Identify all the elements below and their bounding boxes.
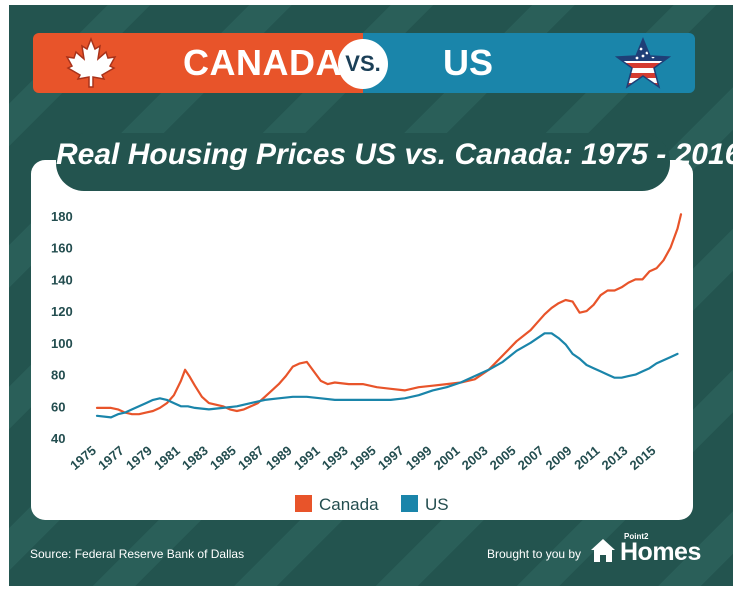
chart-card — [31, 160, 693, 520]
x-tick-label: 1985 — [207, 443, 239, 473]
legend-label-canada: Canada — [319, 495, 379, 514]
point2-homes-logo: Point2 Homes — [588, 530, 708, 570]
x-tick-label: 2003 — [459, 443, 491, 473]
title-tab — [56, 133, 670, 191]
y-tick-label: 140 — [51, 272, 73, 287]
y-tick-label: 120 — [51, 304, 73, 319]
y-tick-label: 100 — [51, 336, 73, 351]
x-tick-label: 1987 — [235, 443, 267, 473]
x-tick-label: 1991 — [291, 443, 323, 473]
chart-legend: Canada US — [295, 495, 449, 514]
comparison-banner: CANADA VS. US — [33, 33, 695, 93]
series-line-canada — [95, 213, 683, 416]
vs-badge: VS. — [338, 39, 388, 89]
legend-swatch-us — [401, 495, 418, 512]
x-tick-label: 2007 — [515, 443, 547, 473]
series-line-us — [95, 332, 679, 419]
x-tick-label: 1999 — [403, 443, 435, 473]
maple-leaf-icon — [65, 37, 117, 88]
x-tick-label: 2001 — [431, 443, 463, 473]
x-tick-label: 2011 — [571, 443, 602, 473]
y-tick-label: 60 — [51, 399, 65, 414]
house-icon — [591, 539, 615, 562]
chart-lines — [95, 213, 683, 419]
x-tick-label: 1983 — [179, 443, 211, 473]
x-tick-label: 1993 — [319, 443, 351, 473]
brought-by-text: Brought to you by — [487, 547, 582, 561]
x-tick-label: 1997 — [375, 443, 407, 473]
us-flag-star-icon — [614, 37, 672, 89]
x-tick-label: 1975 — [67, 443, 99, 473]
x-tick-label: 1995 — [347, 443, 379, 473]
x-tick-label: 2015 — [627, 443, 659, 473]
x-tick-label: 2005 — [487, 443, 519, 473]
x-tick-label: 1979 — [123, 443, 155, 473]
y-tick-label: 40 — [51, 431, 65, 446]
x-tick-label: 1989 — [263, 443, 295, 473]
legend-swatch-canada — [295, 495, 312, 512]
logo-main-text: Homes — [620, 538, 701, 566]
x-tick-label: 1977 — [95, 443, 127, 473]
x-tick-label: 2009 — [543, 443, 575, 473]
y-tick-label: 180 — [51, 209, 73, 224]
source-note: Source: Federal Reserve Bank of Dallas — [30, 547, 245, 561]
x-tick-label: 2013 — [599, 443, 631, 473]
logo-small-text: Point2 — [624, 532, 649, 541]
x-axis: 1975197719791981198319851987198919911993… — [67, 443, 658, 473]
x-tick-label: 1981 — [151, 443, 183, 473]
y-axis: 40 60 80 100 120 140 160 180 — [51, 209, 73, 446]
canada-banner-label: CANADA — [183, 42, 342, 83]
y-tick-label: 160 — [51, 241, 73, 256]
chart-title: Real Housing Prices US vs. Canada: 1975 … — [56, 138, 742, 171]
legend-label-us: US — [425, 495, 449, 514]
us-banner-label: US — [443, 42, 494, 83]
y-tick-label: 80 — [51, 368, 65, 383]
